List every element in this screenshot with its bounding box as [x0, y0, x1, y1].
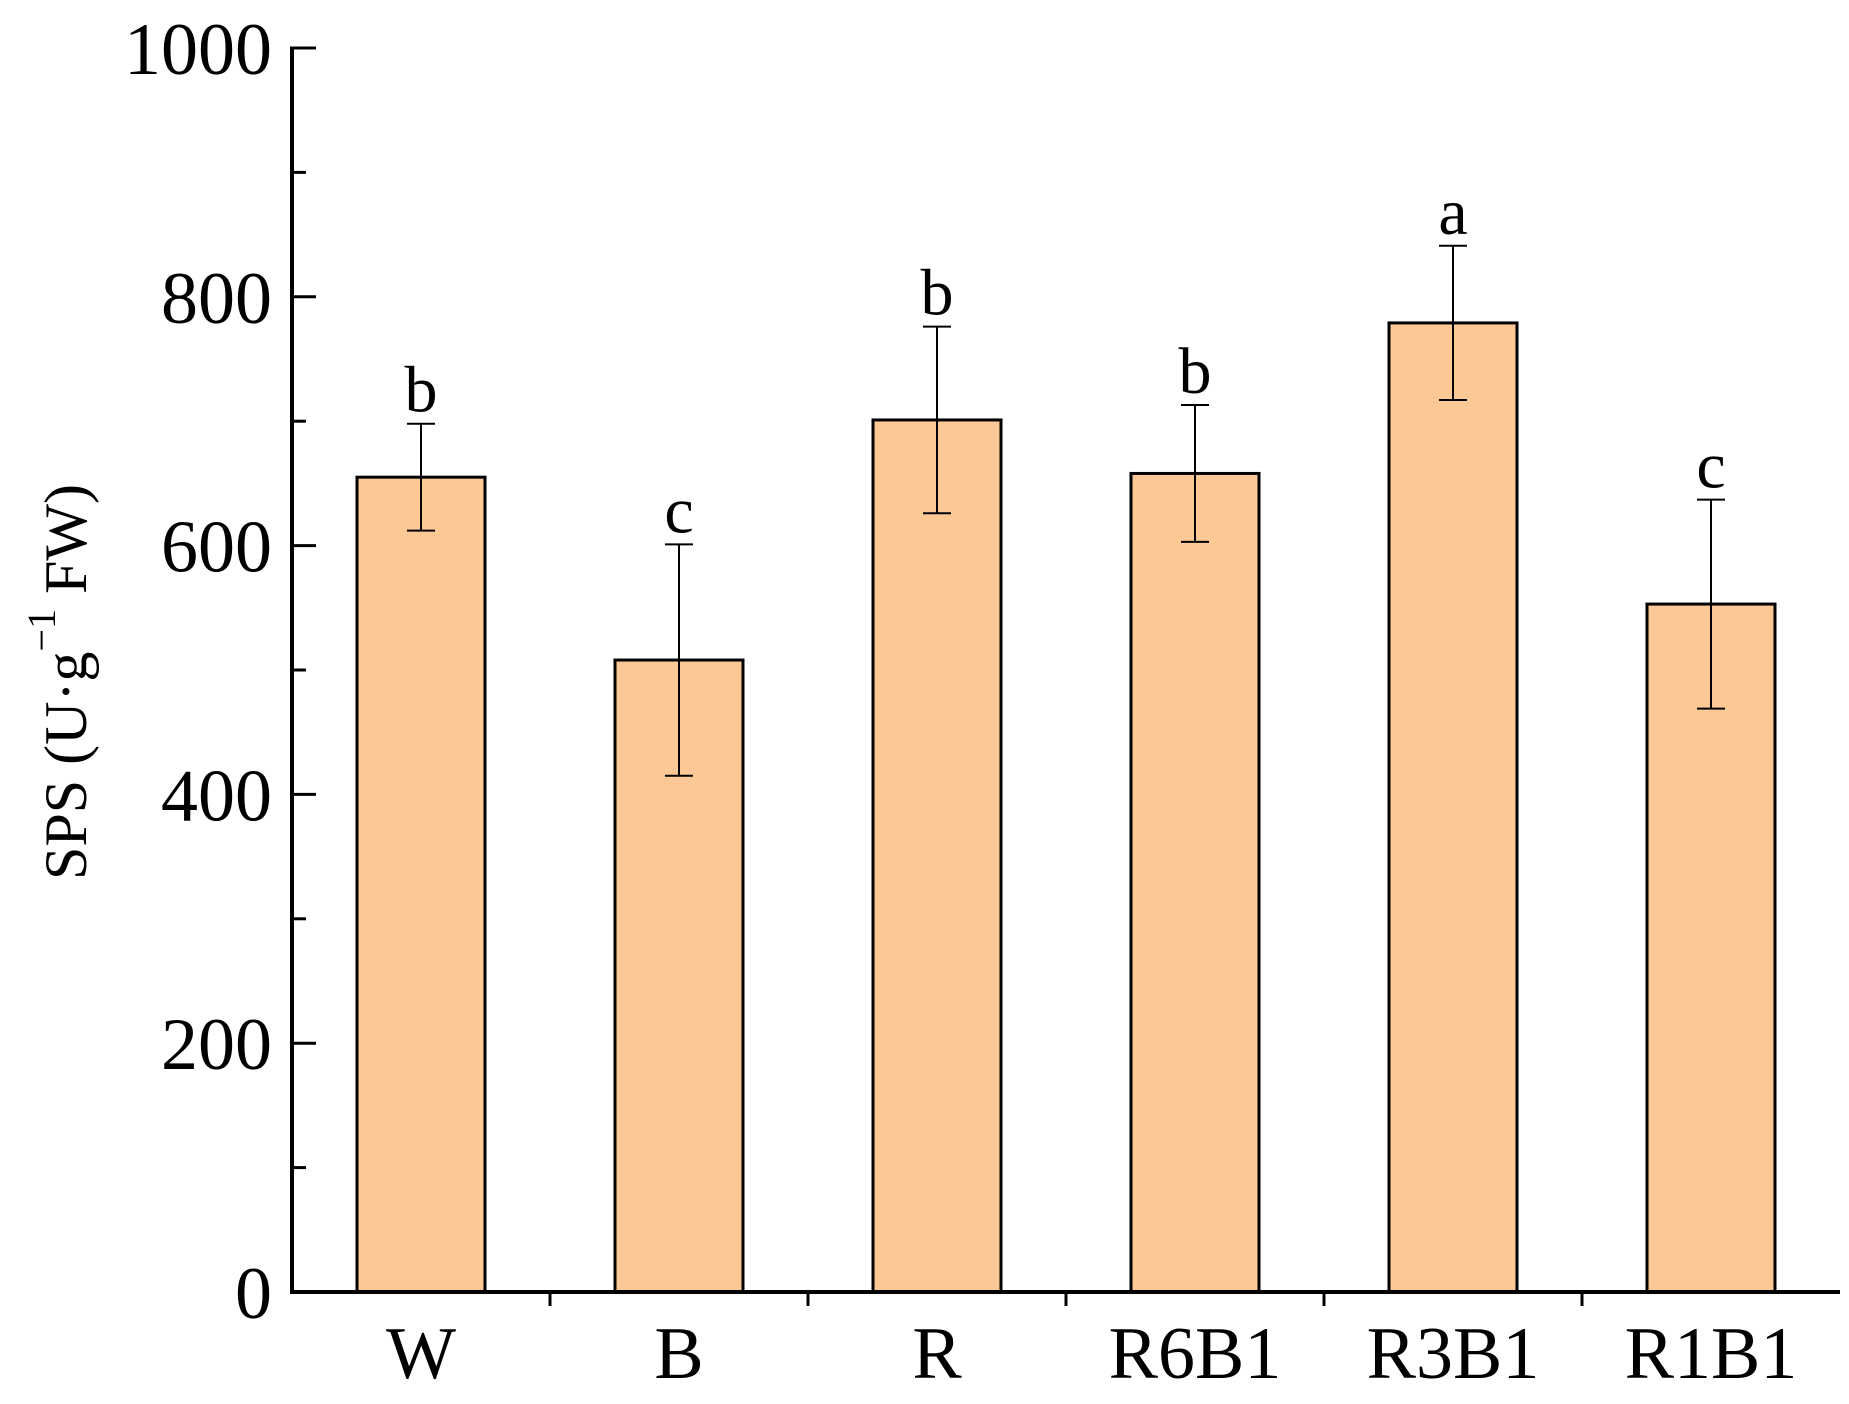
x-tick-label-r6b1: R6B1: [1109, 1313, 1282, 1395]
bar-r6b1: [1129, 471, 1261, 1294]
y-tick-label-1000: 1000: [124, 9, 272, 91]
significance-label-r: b: [921, 257, 954, 330]
x-tick-label-r1b1: R1B1: [1625, 1313, 1798, 1395]
bar-r3b1: [1387, 321, 1519, 1294]
y-tick-label-400: 400: [161, 755, 272, 837]
bar-w: [355, 475, 487, 1294]
error-bar-r3b1: [1439, 244, 1467, 402]
axes-layer: [290, 46, 1840, 1306]
error-bar-r6b1: [1181, 404, 1209, 543]
y-tick-label-200: 200: [161, 1004, 272, 1086]
y-tick-label-600: 600: [161, 507, 272, 589]
error-bar-w: [407, 422, 435, 532]
y-axis-title-prefix: SPS (U·g: [33, 652, 99, 880]
y-axis-title: SPS (U·g−1 FW): [19, 484, 99, 880]
bar-r1b1: [1645, 602, 1777, 1294]
significance-label-r6b1: b: [1179, 335, 1212, 408]
significance-label-r3b1: a: [1438, 176, 1467, 249]
y-axis-title-superscript: −1: [19, 609, 64, 652]
y-axis-title-suffix: FW): [33, 484, 99, 609]
labels-layer: b Wc Bb Rb R6B1 a R3B1 c R1B1 0 200 400 600 800 1000: [124, 9, 1797, 1395]
significance-label-w: b: [405, 354, 438, 427]
bars-layer: [355, 244, 1777, 1294]
significance-label-b: c: [664, 474, 693, 547]
y-tick-label-0: 0: [235, 1253, 272, 1335]
error-bar-b: [665, 543, 693, 777]
x-tick-label-w: W: [386, 1313, 456, 1395]
x-tick-label-b: B: [654, 1313, 703, 1395]
error-bar-r: [923, 325, 951, 515]
x-tick-label-r: R: [912, 1313, 962, 1395]
bar-r: [871, 418, 1003, 1294]
y-tick-label-800: 800: [161, 258, 272, 340]
error-bar-r1b1: [1697, 498, 1725, 710]
x-tick-label-r3b1: R3B1: [1367, 1313, 1540, 1395]
significance-label-r1b1: c: [1696, 430, 1725, 503]
